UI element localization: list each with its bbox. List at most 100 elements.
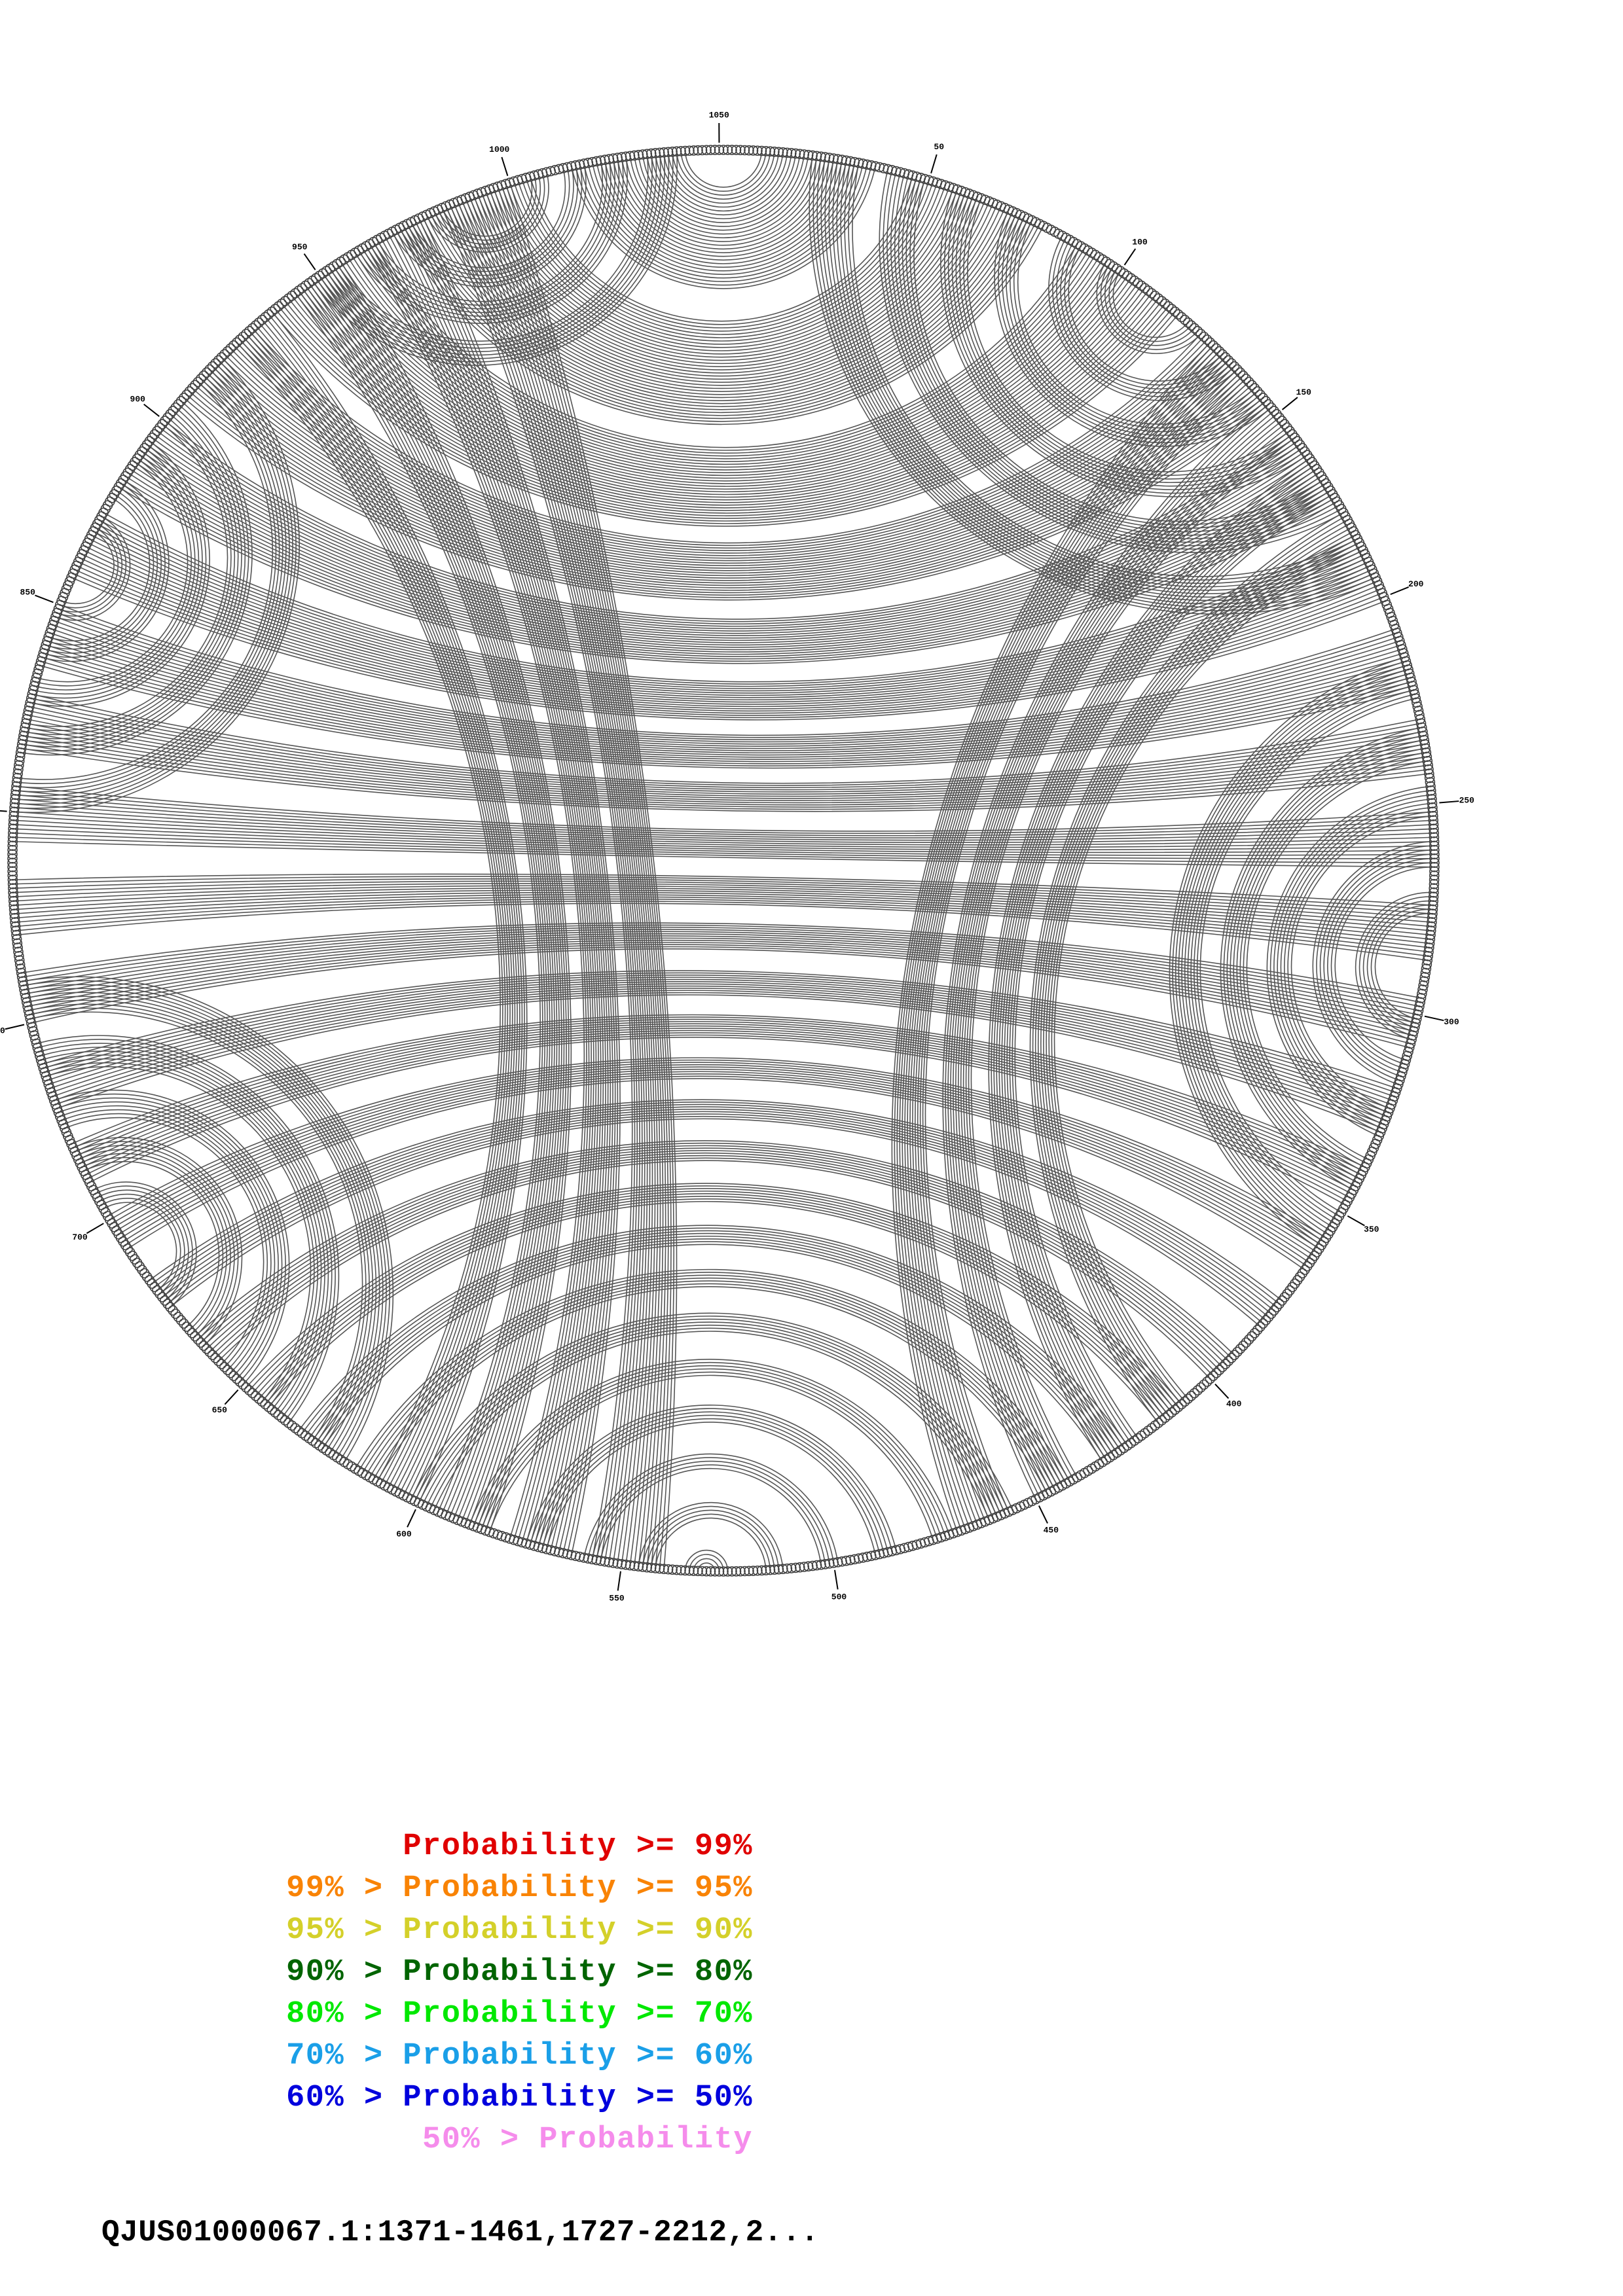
base-pair-arc [399,165,579,280]
base-pair-arc [12,832,1435,859]
base-pair-arc [278,306,1173,522]
base-pair-arc [950,410,1275,1494]
base-pair-arc [1239,752,1427,1168]
base-pair-arc [325,270,1125,484]
base-pair-arc [76,1020,1360,1179]
base-pair-arc [144,447,1313,639]
base-pair-arc [322,273,560,1525]
base-pair-arc [642,154,805,227]
base-pair-arc [15,896,1429,948]
base-pair-arc [1280,802,1432,1121]
base-pair-arc [89,1037,1346,1206]
base-pair-arc [61,531,115,605]
base-pair-arc [473,193,970,367]
base-pair-arc [29,1007,367,1444]
base-pair-arc [1043,531,1354,1410]
base-pair-arc [164,1113,1266,1321]
base-pair-arc [12,836,1435,864]
base-pair-arc [991,461,1313,1460]
base-pair-arc [81,1028,1354,1191]
base-pair-arc [43,1058,319,1408]
base-pair-arc [22,744,1429,810]
base-pair-arc [376,240,592,1543]
base-pair-arc [642,1505,780,1570]
base-pair-arc [16,901,1429,957]
svg-text:400: 400 [1226,1399,1242,1409]
base-pair-arc [422,216,621,1556]
base-pair-arc [477,193,656,1566]
base-pair-arc [501,185,672,1569]
base-pair-arc [271,311,1179,527]
svg-text:1000: 1000 [489,145,509,154]
nucleotide-tick-layer: 50 100 150 200 250 300 350 400 450 500 550 600 650 70… [0,110,1474,1604]
base-pair-arc [1112,270,1189,338]
base-pair-arc [832,159,1367,594]
base-pair-arc [968,433,1293,1480]
base-pair-arc [1169,656,1405,1249]
base-pair-arc [249,1185,1179,1408]
base-pair-arc [264,316,523,1499]
base-pair-arc [418,218,619,1554]
base-pair-arc [1323,853,1434,1073]
base-pair-arc [14,363,293,805]
base-pair-arc [505,183,674,1569]
base-pair-arc [337,263,570,1531]
base-pair-arc [380,237,594,1544]
base-pair-arc [1064,243,1226,386]
base-pair-arc [1181,673,1410,1235]
base-pair-arc [28,710,1424,793]
base-pair-arc [414,220,616,1554]
base-pair-arc [60,604,1396,736]
base-pair-arc [12,878,1433,914]
base-pair-arc [42,970,1398,1089]
base-pair-arc [461,199,646,1564]
base-pair-arc [1004,479,1324,1448]
base-pair-arc [78,1023,1358,1183]
base-pair-arc [25,420,232,731]
base-pair-arc [315,1238,1110,1458]
base-pair-arc [44,486,162,654]
base-pair-arc [410,222,613,1552]
base-pair-arc [167,1115,1264,1324]
base-pair-arc [151,437,1305,632]
base-pair-arc [1013,218,1258,429]
base-pair-arc [917,372,1241,1517]
base-pair-arc [132,465,1324,651]
base-pair-arc [215,363,1238,574]
base-pair-arc [52,988,1386,1121]
base-pair-arc [22,407,246,747]
base-pair-arc [14,802,1434,841]
base-pair-arc [301,287,546,1516]
base-pair-arc [612,158,835,253]
base-pair-arc [298,290,543,1514]
base-pair-arc [513,180,930,335]
base-pair-arc [80,1153,228,1334]
base-pair-arc [848,162,1360,581]
base-pair-arc [947,407,1272,1496]
base-pair-arc [1048,235,1238,401]
base-pair-arc [45,490,158,650]
base-pair-arc [29,706,1423,791]
base-pair-arc [26,996,377,1451]
base-pair-arc [24,417,236,736]
base-pair-arc [922,378,1247,1514]
base-pair-arc [52,624,1403,747]
base-pair-arc [20,401,253,756]
base-pair-arc [308,283,551,1519]
base-pair-arc [963,196,1293,476]
base-pair-arc [587,162,860,276]
svg-text:950: 950 [292,242,308,252]
legend-row-99: Probability >= 99% [403,1829,753,1864]
base-pair-arc [457,199,986,380]
base-pair-arc [298,1225,1128,1446]
base-pair-arc [365,245,585,1539]
base-pair-arc [369,1280,1055,1490]
base-pair-arc [26,937,1415,1028]
base-pair-arc [497,185,946,348]
base-pair-arc [509,181,934,338]
base-pair-arc [1068,245,1223,382]
base-pair-arc [322,273,1128,487]
base-pair-arc [54,620,1402,745]
base-pair-arc [369,243,1082,451]
base-pair-arc [426,171,549,253]
